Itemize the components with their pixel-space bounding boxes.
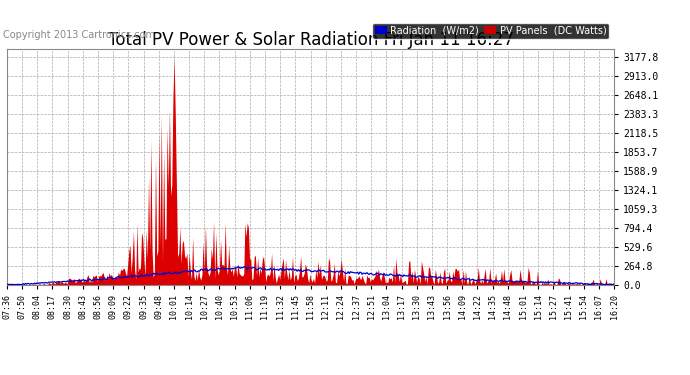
Legend: Radiation  (W/m2), PV Panels  (DC Watts): Radiation (W/m2), PV Panels (DC Watts) bbox=[372, 23, 609, 39]
Text: Copyright 2013 Cartronics.com: Copyright 2013 Cartronics.com bbox=[3, 30, 155, 39]
Title: Total PV Power & Solar Radiation Fri Jan 11 16:27: Total PV Power & Solar Radiation Fri Jan… bbox=[108, 31, 513, 49]
